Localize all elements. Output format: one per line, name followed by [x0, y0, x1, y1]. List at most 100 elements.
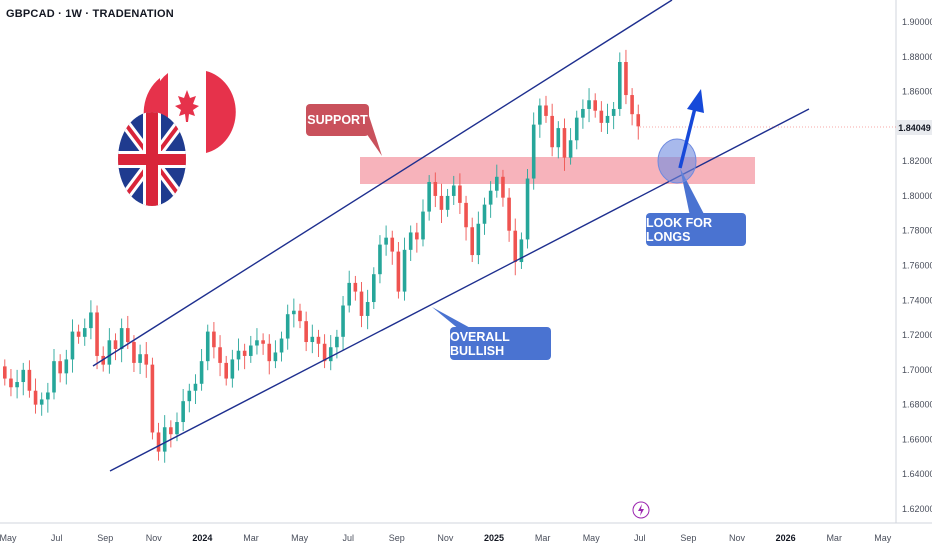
- candle-body: [230, 359, 235, 379]
- candle-body: [372, 274, 376, 303]
- candle-body: [119, 328, 124, 349]
- candle-body: [58, 361, 62, 374]
- time-tick-label: Mar: [826, 533, 842, 543]
- candle-body: [39, 399, 44, 405]
- candle-body: [273, 352, 278, 362]
- price-tick-label: 1.68000: [902, 400, 932, 410]
- entry-zone-circle: [657, 138, 697, 184]
- candle-body: [501, 176, 505, 198]
- candle-body: [212, 331, 216, 348]
- candle-body: [574, 117, 579, 141]
- candle-body: [593, 100, 597, 111]
- time-tick-label: May: [874, 533, 892, 543]
- time-tick-label: Jul: [634, 533, 646, 543]
- bullish-callout-pointer: [432, 307, 474, 330]
- candle-body: [365, 302, 370, 316]
- candle-body: [82, 328, 87, 337]
- candle-body: [624, 62, 628, 96]
- candle-body: [285, 314, 290, 339]
- candle-body: [76, 331, 81, 337]
- candle-body: [488, 190, 493, 205]
- candle-body: [193, 383, 198, 391]
- candle-body: [353, 282, 358, 292]
- candle-body: [9, 378, 13, 388]
- candle-body: [568, 140, 573, 158]
- time-tick-label: 2025: [484, 533, 504, 543]
- candle-body: [476, 223, 481, 256]
- candle-body: [322, 343, 327, 362]
- candle-body: [224, 362, 228, 379]
- candle-body: [255, 340, 259, 346]
- candle-body: [169, 427, 173, 435]
- candle-body: [95, 312, 99, 356]
- candle-body: [175, 422, 179, 435]
- candle-body: [279, 338, 284, 353]
- candle-body: [384, 237, 388, 245]
- candle-body: [495, 176, 499, 191]
- candle-body: [605, 115, 610, 123]
- candle-body: [562, 128, 567, 158]
- candlestick-series: [3, 49, 641, 463]
- lightning-icon[interactable]: [632, 501, 650, 519]
- candle-body: [550, 115, 554, 148]
- time-tick-label: Nov: [729, 533, 746, 543]
- candle-body: [89, 312, 93, 329]
- time-tick-label: Jul: [342, 533, 354, 543]
- time-tick-label: May: [583, 533, 601, 543]
- candle-body: [470, 227, 474, 256]
- candle-body: [636, 114, 641, 127]
- candle-body: [21, 369, 26, 383]
- candle-body: [507, 197, 511, 231]
- candle-body: [451, 185, 456, 196]
- price-tick-label: 1.72000: [902, 330, 932, 340]
- candle-body: [421, 211, 425, 240]
- candle-body: [138, 354, 142, 363]
- candle-body: [33, 390, 38, 405]
- bullish-arrow-shaft: [678, 107, 697, 169]
- symbol-title: GBPCAD · 1W · TRADENATION: [6, 8, 174, 20]
- time-tick-label: May: [0, 533, 17, 543]
- candle-body: [113, 340, 118, 349]
- support-label: SUPPORT: [306, 104, 369, 136]
- candle-body: [150, 364, 155, 433]
- price-tick-label: 1.70000: [902, 365, 932, 375]
- candle-body: [52, 361, 56, 393]
- time-tick-label: May: [291, 533, 309, 543]
- price-tick-label: 1.88000: [902, 52, 932, 62]
- candle-body: [181, 401, 185, 423]
- price-tick-label: 1.86000: [902, 87, 932, 97]
- candle-body: [427, 182, 431, 212]
- time-tick-label: Sep: [97, 533, 113, 543]
- candle-body: [15, 382, 19, 388]
- candle-body: [27, 369, 32, 391]
- candle-body: [199, 361, 204, 384]
- time-tick-label: Mar: [535, 533, 551, 543]
- candle-body: [205, 331, 210, 362]
- bullish-arrow-head: [687, 89, 704, 113]
- candle-body: [433, 182, 438, 196]
- candle-body: [144, 354, 149, 365]
- price-tick-label: 1.80000: [902, 191, 932, 201]
- candle-body: [630, 95, 634, 115]
- time-tick-label: Mar: [243, 533, 259, 543]
- candle-body: [298, 310, 302, 322]
- candle-body: [242, 350, 247, 356]
- candle-body: [292, 310, 296, 315]
- time-tick-label: Sep: [389, 533, 405, 543]
- price-tick-label: 1.76000: [902, 261, 932, 271]
- candle-body: [513, 230, 518, 263]
- price-axis[interactable]: 1.90000 1.88000 1.86000 1.82000 1.80000 1.780…: [902, 17, 932, 514]
- candle-body: [482, 204, 487, 224]
- candle-body: [46, 392, 50, 400]
- time-axis[interactable]: May Jul Sep Nov 2024 Mar May Jul Sep Nov 2025 Mar Ma…: [0, 533, 892, 543]
- candle-body: [538, 105, 542, 125]
- candle-body: [187, 390, 192, 402]
- candle-body: [611, 108, 616, 116]
- candle-body: [378, 244, 382, 275]
- candle-body: [347, 282, 351, 306]
- price-tick-label: 1.78000: [902, 226, 932, 236]
- price-tick-label: 1.62000: [902, 504, 932, 514]
- candle-body: [156, 432, 161, 452]
- candle-body: [525, 178, 530, 240]
